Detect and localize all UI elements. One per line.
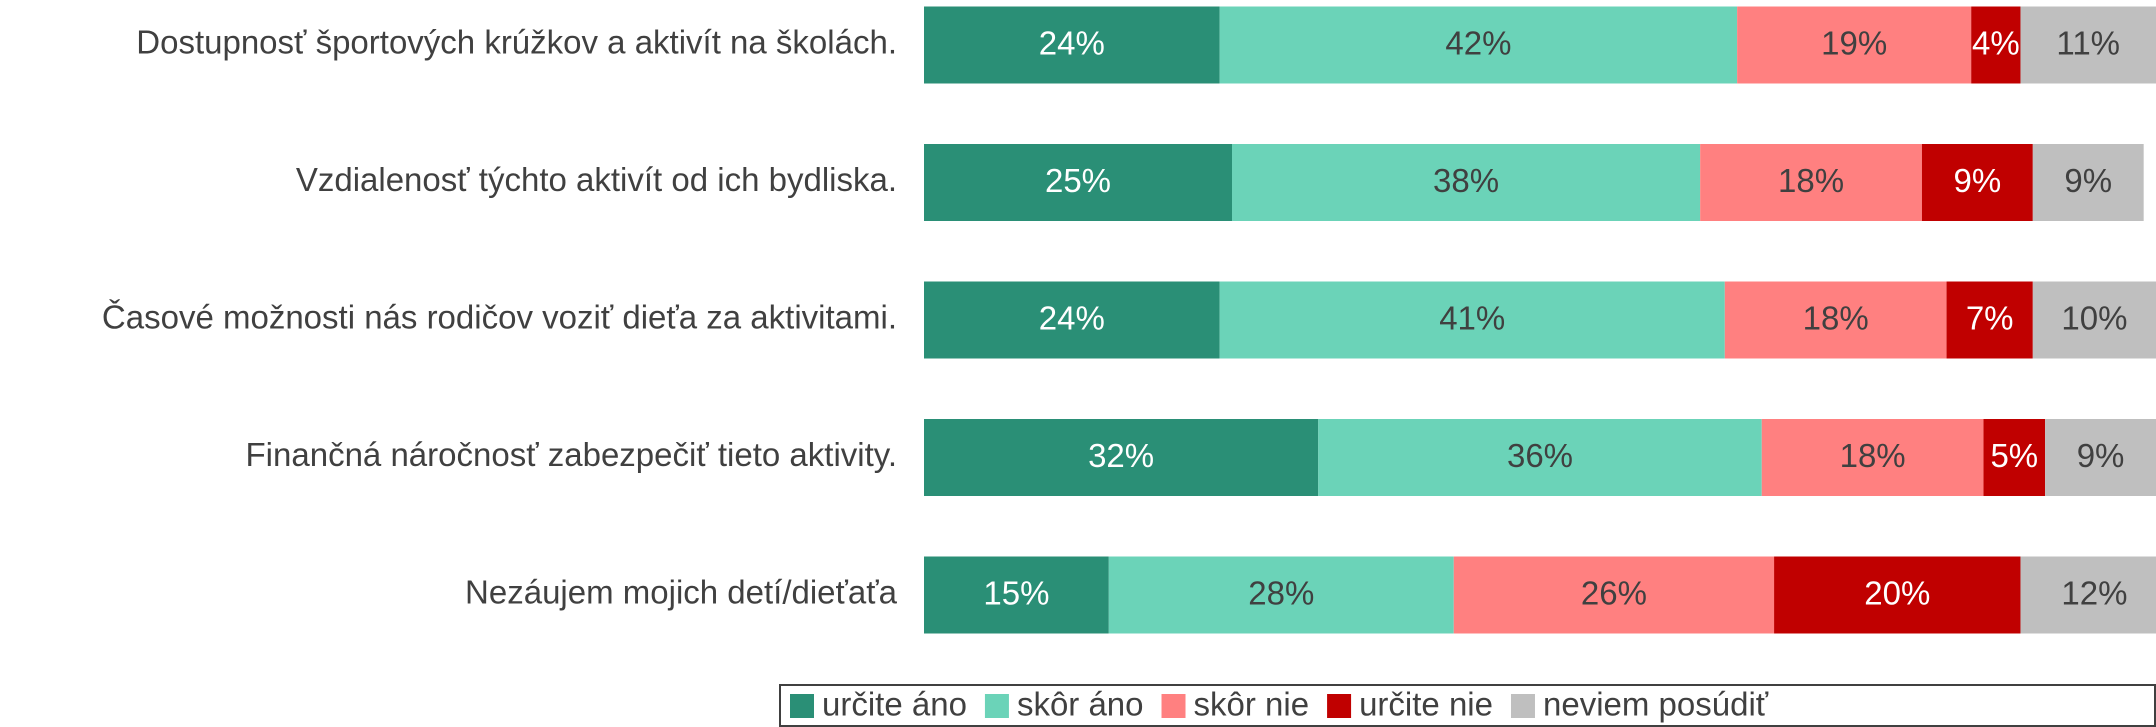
value-label: 9% bbox=[2077, 437, 2125, 474]
bar-segment bbox=[1971, 6, 2021, 84]
bar-segment bbox=[1108, 556, 1454, 634]
legend-box bbox=[779, 684, 2156, 727]
bar-segment bbox=[1774, 556, 2021, 634]
value-label: 9% bbox=[1954, 162, 2002, 199]
bar-segment bbox=[924, 281, 1220, 359]
category-label: Finančná náročnosť zabezpečiť tieto akti… bbox=[246, 436, 897, 473]
value-label: 12% bbox=[2061, 575, 2127, 612]
value-label: 7% bbox=[1966, 300, 2014, 337]
value-label: 18% bbox=[1840, 437, 1906, 474]
bar-segment bbox=[924, 144, 1232, 221]
legend-label: skôr nie bbox=[1194, 686, 1310, 723]
bar-segment bbox=[1453, 556, 1775, 634]
bar-segment bbox=[924, 6, 1220, 84]
legend-label: skôr áno bbox=[1017, 686, 1144, 723]
bar-segment bbox=[2032, 281, 2156, 359]
bar-segment bbox=[1946, 281, 2033, 359]
value-label: 11% bbox=[2056, 25, 2120, 62]
value-label: 28% bbox=[1248, 575, 1314, 612]
value-label: 24% bbox=[1039, 25, 1105, 62]
value-label: 36% bbox=[1507, 437, 1573, 474]
bar-segment bbox=[1318, 419, 1762, 496]
value-label: 42% bbox=[1445, 25, 1511, 62]
value-label: 15% bbox=[983, 575, 1049, 612]
value-label: 20% bbox=[1864, 575, 1930, 612]
category-label: Nezáujem mojich detí/dieťaťa bbox=[465, 574, 898, 611]
legend-label: určite áno bbox=[822, 686, 967, 723]
bar-segment bbox=[2045, 419, 2156, 496]
category-label: Časové možnosti nás rodičov voziť dieťa … bbox=[102, 299, 897, 336]
legend-swatch bbox=[790, 694, 814, 718]
value-label: 9% bbox=[2064, 162, 2112, 199]
bar-segment bbox=[1983, 419, 2046, 496]
value-label: 18% bbox=[1778, 162, 1844, 199]
bar-segment bbox=[1219, 281, 1725, 359]
value-label: 10% bbox=[2061, 300, 2127, 337]
bar-segment bbox=[1761, 419, 1984, 496]
legend-label: určite nie bbox=[1359, 686, 1493, 723]
bar-segment bbox=[1700, 144, 1922, 221]
value-label: 38% bbox=[1433, 162, 1499, 199]
value-label: 19% bbox=[1821, 25, 1887, 62]
bar-segment bbox=[924, 556, 1109, 634]
bar-segment bbox=[1724, 281, 1947, 359]
bar-segment bbox=[2020, 556, 2156, 634]
category-label: Vzdialenosť týchto aktivít od ich bydlis… bbox=[296, 161, 897, 198]
bar-segment bbox=[924, 419, 1319, 496]
legend-label: neviem posúdiť bbox=[1543, 686, 1769, 723]
legend-swatch bbox=[1161, 694, 1186, 718]
bar-segment bbox=[1219, 6, 1738, 84]
value-label: 26% bbox=[1581, 575, 1647, 612]
bar-segment bbox=[2020, 6, 2156, 84]
category-label: Dostupnosť športových krúžkov a aktivít … bbox=[136, 24, 897, 61]
value-label: 32% bbox=[1088, 437, 1154, 474]
bar-segment bbox=[1232, 144, 1701, 221]
legend-swatch bbox=[984, 694, 1009, 718]
value-label: 24% bbox=[1039, 300, 1105, 337]
value-label: 4% bbox=[1972, 25, 2020, 62]
value-label: 41% bbox=[1439, 300, 1505, 337]
value-label: 25% bbox=[1045, 162, 1111, 199]
bar-segment bbox=[2032, 144, 2144, 221]
bar-segment bbox=[1921, 144, 2033, 221]
legend-swatch bbox=[1327, 694, 1352, 718]
legend-swatch bbox=[1510, 694, 1535, 718]
value-label: 5% bbox=[1990, 437, 2038, 474]
bar-segment bbox=[1737, 6, 1972, 84]
value-label: 18% bbox=[1803, 300, 1869, 337]
